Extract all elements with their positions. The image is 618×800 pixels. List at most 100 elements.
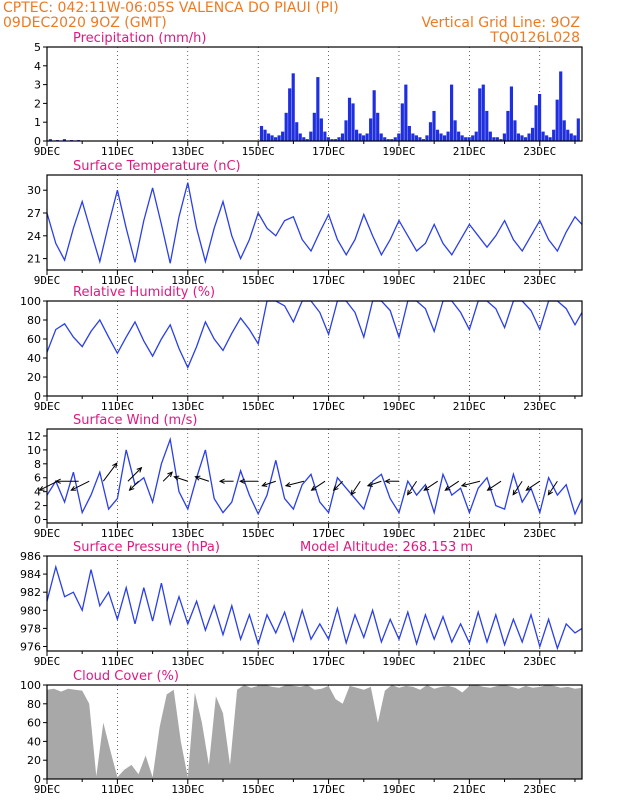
wind-arrow [525,480,541,491]
wind-arrow [384,478,399,484]
precipitation-ytick-label: 4 [34,60,41,73]
humidity-xtick-label: 17DEC [312,400,345,413]
precip-bar [414,135,418,141]
precip-bar [509,86,514,141]
precip-bar [435,129,440,141]
precip-bar [506,110,510,141]
humidity-ytick-label: 0 [34,390,41,403]
precip-bar [270,135,274,141]
precip-bar [538,94,542,141]
precip-bar [457,131,461,141]
wind-arrow [239,478,259,484]
precipitation-xtick-label: 23DEC [523,145,556,158]
precip-bar [351,103,355,141]
precip-bar [347,97,352,141]
precip-bar [330,139,334,141]
cloud-xtick-label: 17DEC [312,783,345,796]
precip-bar [552,129,556,141]
temperature-panel: 21 24 27 30 9DEC 11DEC 13DEC 15DEC 17DEC 19DEC 21D… [27,159,583,287]
precipitation-xtick-label: 19DEC [382,145,415,158]
precip-bar [340,133,345,141]
humidity-xtick-label: 19DEC [382,400,415,413]
humidity-xtick-label: 23DEC [523,400,556,413]
precip-bar [277,135,281,141]
precip-bar [48,139,52,141]
wind-series-line [46,436,583,516]
humidity-xtick-label: 21DEC [453,400,486,413]
precip-bar [559,71,563,141]
precip-bar [421,139,426,141]
precip-bar [502,133,506,141]
precipitation-ytick-label: 5 [34,41,41,54]
pressure-xtick-label: 13DEC [171,655,204,668]
pressure-xtick-label: 19DEC [382,655,415,668]
wind-arrow [366,480,382,487]
precip-bar [541,131,545,141]
humidity-series-line [46,300,583,370]
wind-arrow [194,475,210,482]
precip-bar [495,137,499,141]
precip-bar [323,131,327,141]
precip-bar [439,133,443,141]
precip-bar [295,122,299,141]
wind-arrow [444,480,460,491]
wind-ytick-label: 2 [34,500,41,513]
precip-bar [432,110,436,141]
pressure-xtick-label: 23DEC [523,655,556,668]
precipitation-xtick-label: 15DEC [242,145,275,158]
precip-bar [453,120,457,141]
humidity-panel: 0 20 40 60 80 100 9DEC 11DEC 13DEC 15DEC 17DEC 19DE… [20,285,583,413]
cloud-ytick-label: 60 [27,717,41,730]
wind-arrow [128,480,139,492]
wind-ytick-label: 4 [34,486,41,499]
precip-bar [411,133,415,141]
precip-bar [516,133,521,141]
pressure-series-line [46,564,583,651]
precipitation-xtick-label: 11DEC [101,145,134,158]
wind-arrow [547,480,558,496]
precip-bar [354,129,359,141]
precip-bar [566,129,570,141]
precip-bar [520,135,524,141]
temperature-title: Surface Temperature (nC) [73,159,241,174]
precipitation-frame [46,46,583,142]
precip-bar [450,84,454,141]
temperature-xtick-label: 11DEC [101,274,134,287]
precip-bar [362,135,366,141]
pressure-panel: 976 978 980 982 984 986 9DEC 11DEC 13DEC 15DEC 17D… [20,540,583,668]
precip-bar [555,99,559,141]
precip-bar [478,88,482,141]
pressure-xtick-label: 9DEC [34,655,61,668]
cloud-xtick-label: 23DEC [523,783,556,796]
precip-bar [569,133,573,141]
precip-bar [298,133,302,141]
temperature-xtick-label: 21DEC [453,274,486,287]
precipitation-xtick-label: 21DEC [453,145,486,158]
temperature-xtick-label: 17DEC [312,274,345,287]
precip-bar [365,133,369,141]
precip-bar [390,139,394,141]
pressure-ytick-label: 980 [20,604,41,617]
wind-title: Surface Wind (m/s) [73,413,197,428]
header-model: TQ0126L028 [489,30,580,46]
precip-bar [471,135,475,141]
precip-bar [383,137,387,141]
wind-arrow [70,480,90,491]
precip-bar [481,84,485,141]
wind-arrow [162,471,173,482]
cloud-ytick-label: 80 [27,698,41,711]
precip-bar [312,112,316,141]
precip-bar [358,133,362,141]
wind-arrow [310,480,326,491]
precip-bar [492,137,496,141]
cloud-panel: 0 20 40 60 80 100 9DEC 11DEC 13DEC 15DEC 17DEC 19DE… [20,669,583,796]
wind-arrow [127,466,143,482]
cloud-frame [46,684,583,780]
temperature-xtick-label: 15DEC [242,274,275,287]
temperature-frame [46,174,583,271]
humidity-frame [46,300,583,397]
precip-bar [326,137,330,141]
precip-bar [499,139,503,141]
precip-bar [513,120,517,141]
precip-bar [460,135,464,141]
